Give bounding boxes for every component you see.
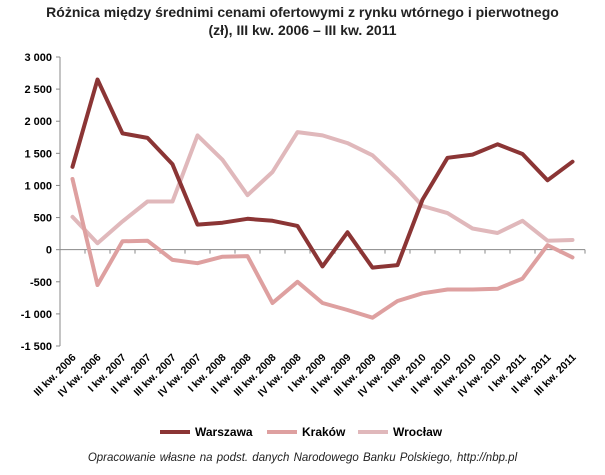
legend-label: Warszawa: [195, 425, 253, 439]
y-tick-label: 500: [34, 213, 52, 225]
series-line-kraków: [70, 177, 575, 320]
series-line-warszawa: [70, 77, 575, 270]
legend: Warszawa Kraków Wrocław: [160, 425, 443, 439]
source-note: Opracowanie własne na podst. danych Naro…: [87, 452, 518, 464]
chart-title-line-2: (zł), III kw. 2006 – III kw. 2011: [208, 22, 397, 38]
line-chart: 3 000 2 500 2 000 1 500 1 000 500 0 -500 -1 000 -…: [21, 52, 586, 439]
y-tick-label: -500: [30, 277, 52, 289]
series-line-wrocław: [70, 130, 575, 246]
y-tick-label: 2 500: [24, 84, 52, 96]
y-tick-label: 3 000: [24, 52, 52, 64]
y-tick-label: -1 500: [21, 341, 52, 353]
y-tick-label: 1 000: [24, 180, 52, 192]
legend-label: Kraków: [302, 425, 346, 439]
y-tick-label: 0: [46, 245, 52, 257]
y-tick-label: -1 000: [21, 309, 52, 321]
legend-label: Wrocław: [393, 425, 443, 439]
y-tick-label: 2 000: [24, 116, 52, 128]
y-axis: 3 000 2 500 2 000 1 500 1 000 500 0 -500 -1 000 -…: [21, 52, 61, 353]
chart-title: Różnica między średnimi cenami ofertowym…: [0, 3, 605, 39]
y-tick-label: 1 500: [24, 148, 52, 160]
series-lines: [70, 77, 575, 320]
chart-title-line-1: Różnica między średnimi cenami ofertowym…: [46, 4, 559, 20]
